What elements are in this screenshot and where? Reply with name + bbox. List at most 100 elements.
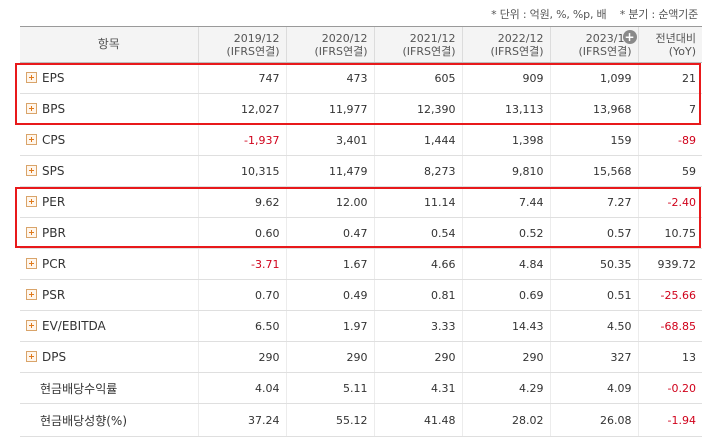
row-label-cell[interactable]: EPS [20,62,198,94]
value-cell: 0.57 [549,217,638,249]
expand-plus-icon[interactable] [26,227,37,238]
row-label: PSR [42,288,66,302]
row-label-cell[interactable]: BPS [20,93,198,125]
expand-plus-icon[interactable] [26,351,37,362]
row-label: SPS [42,164,65,178]
row-label: BPS [42,102,66,116]
header-basis: (IFRS연결) [490,44,544,58]
header-year: 2023/12 [585,31,632,45]
value-cell: 7.44 [461,186,550,218]
header-yoy-col: 전년대비 (YoY) [637,26,702,63]
expand-plus-icon[interactable] [26,72,37,83]
row-label-cell[interactable]: PBR [20,217,198,249]
yoy-cell: -2.40 [637,186,702,218]
row-label: 현금배당수익률 [40,381,118,396]
row-label-cell: 현금배당성향(%) [20,403,198,437]
expand-plus-icon[interactable] [26,165,37,176]
value-cell: 4.31 [373,372,462,404]
yoy-cell: -0.20 [637,372,702,404]
value-cell: 55.12 [285,403,374,437]
value-cell: 290 [373,341,462,373]
row-label: 현금배당성향(%) [40,413,128,428]
value-cell: 1,444 [373,124,462,156]
value-cell: 6.50 [197,310,286,342]
value-cell: 4.66 [373,248,462,280]
value-cell: 0.51 [549,279,638,311]
value-cell: 12,027 [197,93,286,125]
yoy-cell: 7 [637,93,702,125]
value-cell: 159 [549,124,638,156]
expand-plus-icon[interactable] [26,320,37,331]
row-label-cell[interactable]: EV/EBITDA [20,310,198,342]
table-row: 현금배당성향(%) 37.24 55.12 41.48 28.02 26.08 -1.94 [20,403,702,437]
expand-plus-icon[interactable] [26,289,37,300]
unit-note-unit: * 단위 : 억원, %, %p, 배 [491,8,607,21]
unit-note-basis: * 분기 : 순액기준 [619,8,698,21]
table-row: 현금배당수익률 4.04 5.11 4.31 4.29 4.09 -0.20 [20,372,702,404]
expand-plus-icon[interactable] [26,258,37,269]
value-cell: 9.62 [197,186,286,218]
table-row: PBR 0.60 0.47 0.54 0.52 0.57 10.75 [20,217,702,249]
value-cell: 7.27 [549,186,638,218]
value-cell: 11.14 [373,186,462,218]
value-cell: 11,479 [285,155,374,187]
value-cell: 12.00 [285,186,374,218]
value-cell: 14.43 [461,310,550,342]
value-cell: 0.60 [197,217,286,249]
value-cell: 13,968 [549,93,638,125]
header-yoy: 전년대비 [655,31,696,45]
more-columns-icon[interactable]: + [622,30,637,44]
value-cell: -1,937 [197,124,286,156]
header-year-col: 2019/12 (IFRS연결) [197,26,286,63]
value-cell: 290 [197,341,286,373]
yoy-cell: 13 [637,341,702,373]
row-label: EPS [42,71,65,85]
expand-plus-icon[interactable] [26,134,37,145]
value-cell: 0.69 [461,279,550,311]
value-cell: 37.24 [197,403,286,437]
value-cell: 41.48 [373,403,462,437]
row-label: PER [42,195,66,209]
value-cell: 1.97 [285,310,374,342]
value-cell: 12,390 [373,93,462,125]
expand-plus-icon[interactable] [26,196,37,207]
yoy-cell: -1.94 [637,403,702,437]
header-item: 항목 [20,26,198,63]
header-year-col: + 2023/12 (IFRS연결) [549,26,638,63]
value-cell: 3.33 [373,310,462,342]
header-year: 2022/12 [497,31,544,45]
value-cell: 747 [197,62,286,94]
yoy-cell: 59 [637,155,702,187]
table-row: PSR 0.70 0.49 0.81 0.69 0.51 -25.66 [20,279,702,311]
unit-note: * 단위 : 억원, %, %p, 배 * 분기 : 순액기준 [481,6,698,22]
row-label: EV/EBITDA [42,319,106,333]
table-row: EV/EBITDA 6.50 1.97 3.33 14.43 4.50 -68.85 [20,310,702,342]
row-label-cell: 현금배당수익률 [20,372,198,404]
row-label-cell[interactable]: PER [20,186,198,218]
header-yoy-sub: (YoY) [668,44,696,58]
value-cell: 0.47 [285,217,374,249]
table-row: PCR -3.71 1.67 4.66 4.84 50.35 939.72 [20,248,702,280]
value-cell: 290 [285,341,374,373]
yoy-cell: -89 [637,124,702,156]
table-body: EPS 747 473 605 909 1,099 21 BPS 12,027 11,977 12,… [20,62,702,437]
yoy-cell: -25.66 [637,279,702,311]
table-row: EPS 747 473 605 909 1,099 21 [20,62,702,94]
row-label-cell[interactable]: PSR [20,279,198,311]
row-label: PCR [42,257,66,271]
value-cell: 290 [461,341,550,373]
value-cell: 26.08 [549,403,638,437]
value-cell: 15,568 [549,155,638,187]
row-label-cell[interactable]: SPS [20,155,198,187]
table-row: BPS 12,027 11,977 12,390 13,113 13,968 7 [20,93,702,125]
header-basis: (IFRS연결) [402,44,456,58]
value-cell: 28.02 [461,403,550,437]
value-cell: 13,113 [461,93,550,125]
row-label-cell[interactable]: PCR [20,248,198,280]
expand-plus-icon[interactable] [26,103,37,114]
row-label-cell[interactable]: DPS [20,341,198,373]
value-cell: 0.52 [461,217,550,249]
row-label-cell[interactable]: CPS [20,124,198,156]
value-cell: 0.49 [285,279,374,311]
header-basis: (IFRS연결) [578,44,632,58]
